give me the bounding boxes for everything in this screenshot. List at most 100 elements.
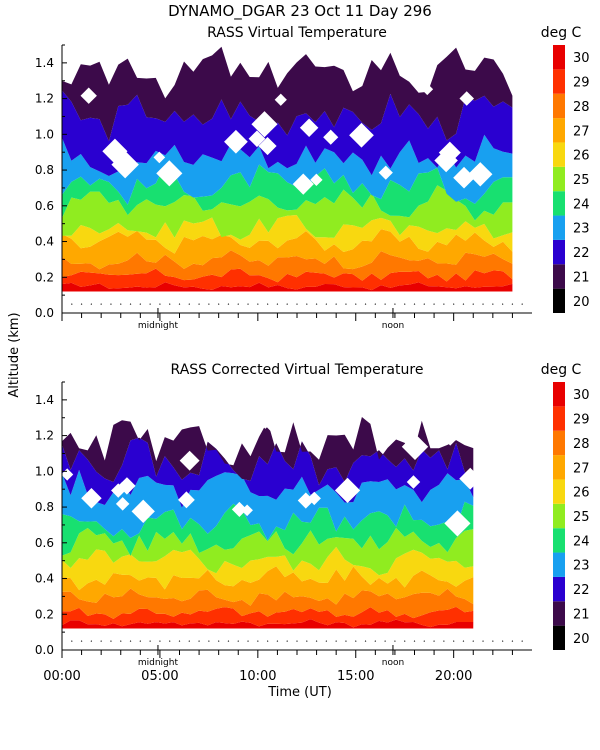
colorbar-swatch-22 <box>553 576 565 602</box>
baseline-dot <box>482 303 484 305</box>
temperature-fill <box>62 46 513 292</box>
marker-midnight: midnight <box>138 321 179 331</box>
baseline-dot <box>257 640 259 642</box>
baseline-dot <box>443 640 445 642</box>
baseline-dot <box>492 303 494 305</box>
gap-mark <box>459 467 482 490</box>
colorbar-swatch-21 <box>553 264 565 289</box>
baseline-dot <box>237 640 239 642</box>
gap-mark <box>349 122 374 148</box>
baseline-dot <box>80 303 83 305</box>
gap-mark <box>444 510 471 537</box>
colorbar-label: 29 <box>573 413 590 428</box>
baseline-dot <box>306 303 308 305</box>
gap-mark <box>115 497 130 511</box>
baseline-dot <box>384 303 386 305</box>
baseline-dot <box>462 640 465 642</box>
gap-mark <box>459 91 474 106</box>
baseline-dot <box>335 640 337 642</box>
y-tick-label: 1.4 <box>35 56 54 70</box>
band-28-deg <box>62 250 513 283</box>
band-30-deg <box>62 282 513 292</box>
baseline-dot <box>364 640 367 642</box>
baseline-dot <box>178 303 181 305</box>
colorbar-swatch-20 <box>553 288 565 313</box>
baseline-dot <box>443 303 445 305</box>
colorbar-label: 25 <box>573 173 590 188</box>
colorbar-swatch-26 <box>553 142 565 167</box>
baseline-dot <box>413 303 416 305</box>
baseline-dot <box>462 303 465 305</box>
gap-mark <box>434 148 458 173</box>
baseline-dot <box>325 640 327 642</box>
baseline-dot <box>276 640 279 642</box>
gap-mark <box>310 173 323 187</box>
baseline-dot <box>364 303 367 305</box>
y-tick-label: 0.6 <box>35 199 54 213</box>
gap-mark <box>406 475 421 489</box>
y-tick-label: 0.8 <box>35 163 54 177</box>
band-21-deg <box>62 417 474 486</box>
baseline-dot <box>100 303 102 305</box>
colorbar-swatch-29 <box>553 69 565 94</box>
baseline-dot <box>159 303 161 305</box>
baseline-dot <box>511 303 514 305</box>
colorbar-label: 22 <box>573 246 590 261</box>
gap-mark <box>251 111 278 138</box>
band-22-deg <box>62 437 474 508</box>
y-tick-label: 0.8 <box>35 500 54 514</box>
baseline-dot <box>237 303 239 305</box>
gap-mark <box>118 477 136 495</box>
baseline-dot <box>404 640 406 642</box>
x-tick-label: 05:00 <box>141 669 178 684</box>
baseline-dot <box>374 303 376 305</box>
y-tick-label: 0.6 <box>35 536 54 550</box>
gap-mark <box>231 501 247 517</box>
baseline-dot <box>90 640 92 642</box>
colorbar-label: 20 <box>573 632 590 647</box>
panel-title: RASS Virtual Temperature <box>207 25 387 41</box>
baseline-dot <box>482 640 484 642</box>
colorbar-label: 26 <box>573 486 590 501</box>
colorbar-label: 27 <box>573 124 590 139</box>
x-tick-label: 00:00 <box>43 669 80 684</box>
gap-mark <box>131 499 155 523</box>
baseline-dot <box>492 640 494 642</box>
band-29-deg <box>62 268 513 291</box>
baseline-dot <box>227 640 230 642</box>
baseline-dot <box>218 303 220 305</box>
band-28-deg <box>62 588 474 619</box>
baseline-dot <box>394 640 396 642</box>
baseline-dot <box>110 640 112 642</box>
gap-mark <box>178 491 195 509</box>
band-23-deg <box>62 469 474 541</box>
colorbar-label: 27 <box>573 461 590 476</box>
baseline-dot <box>384 640 386 642</box>
baseline-dot <box>198 303 200 305</box>
gap-mark <box>80 87 97 104</box>
colorbar-swatch-26 <box>553 479 565 504</box>
band-29-deg <box>62 606 474 628</box>
x-tick-label: 10:00 <box>239 669 276 684</box>
baseline-dot <box>90 303 92 305</box>
baseline-dot <box>306 640 308 642</box>
baseline-dot <box>511 640 514 642</box>
band-23-deg <box>62 134 513 205</box>
missing-data-gaps <box>80 83 493 195</box>
colorbar: 20 21 22 23 24 25 26 27 28 29 30 deg C <box>541 25 590 313</box>
gap-mark <box>111 483 126 498</box>
y-tick-label: 0.2 <box>35 607 54 621</box>
baseline-dot <box>129 640 132 642</box>
colorbar-unit: deg C <box>541 362 582 378</box>
baseline-dot <box>433 303 435 305</box>
baseline-dot <box>71 303 73 305</box>
baseline-dot <box>178 640 181 642</box>
gap-mark <box>258 415 273 429</box>
y-tick-label: 0.4 <box>35 235 54 249</box>
colorbar: 20 21 22 23 24 25 26 27 28 29 30 deg C <box>541 362 590 650</box>
gap-mark <box>156 160 183 187</box>
colorbar-label: 23 <box>573 222 590 237</box>
gap-mark <box>81 488 102 509</box>
colorbar-label: 23 <box>573 559 590 574</box>
gap-mark <box>153 151 166 164</box>
